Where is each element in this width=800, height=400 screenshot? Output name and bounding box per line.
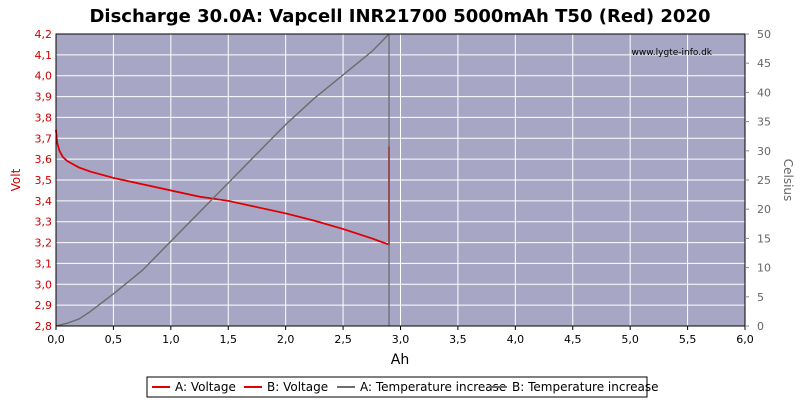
right-tick-label: 35 — [757, 116, 771, 129]
right-tick-label: 20 — [757, 203, 771, 216]
x-tick-label: 6,0 — [736, 333, 754, 346]
right-axis-ticks: 0 5 10 15 20 25 30 35 40 45 50 — [745, 28, 771, 333]
left-tick-label: 3,6 — [35, 153, 53, 166]
left-tick-label: 3,0 — [35, 278, 53, 291]
x-tick-label: 1,5 — [220, 333, 238, 346]
x-tick-label: 3,0 — [392, 333, 410, 346]
x-tick-label: 4,5 — [564, 333, 582, 346]
temperature-line — [55, 33, 390, 327]
legend-label: B: Temperature increase — [512, 380, 659, 394]
left-tick-label: 3,8 — [35, 111, 53, 124]
left-tick-label: 3,7 — [35, 132, 53, 145]
x-tick-label: 4,0 — [507, 333, 525, 346]
left-axis-label: Volt — [9, 168, 23, 191]
left-tick-label: 2,8 — [35, 320, 53, 333]
legend-label: A: Voltage — [175, 380, 236, 394]
left-tick-label: 4,1 — [35, 49, 53, 62]
right-tick-label: 40 — [757, 86, 771, 99]
legend-box — [146, 376, 648, 398]
series-layer — [55, 33, 390, 327]
right-tick-label: 45 — [757, 57, 771, 70]
chart-title: Discharge 30.0A: Vapcell INR21700 5000mA… — [89, 6, 710, 27]
legend-label: B: Voltage — [267, 380, 328, 394]
x-tick-label: 5,0 — [621, 333, 639, 346]
legend: A: Voltage B: Voltage A: Temperature incre… — [146, 376, 659, 398]
right-tick-label: 25 — [757, 174, 771, 187]
voltage-line — [55, 129, 390, 246]
left-tick-label: 3,5 — [35, 174, 53, 187]
left-axis-ticks: 2,8 2,9 3,0 3,1 3,2 3,3 3,4 3,5 3,6 3,7 3,8 3,9 4,0 4… — [35, 28, 53, 333]
right-tick-label: 5 — [757, 291, 764, 304]
right-axis-label: Celsius — [781, 159, 795, 202]
x-tick-label: 0,5 — [105, 333, 123, 346]
left-tick-label: 3,9 — [35, 91, 53, 104]
right-tick-label: 0 — [757, 320, 764, 333]
x-tick-label: 0,0 — [47, 333, 65, 346]
x-tick-label: 3,5 — [449, 333, 467, 346]
right-tick-label: 15 — [757, 232, 771, 245]
left-tick-label: 4,0 — [35, 70, 53, 83]
left-tick-label: 3,3 — [35, 216, 53, 229]
right-tick-label: 30 — [757, 145, 771, 158]
left-tick-label: 3,4 — [35, 195, 53, 208]
x-tick-label: 2,0 — [277, 333, 295, 346]
left-tick-label: 4,2 — [35, 28, 53, 41]
x-tick-label: 1,0 — [162, 333, 180, 346]
right-tick-label: 50 — [757, 28, 771, 41]
x-axis-ticks: 0,0 0,5 1,0 1,5 2,0 2,5 3,0 3,5 4,0 4,5 5,0 5,5 6,0 — [47, 326, 754, 346]
right-tick-label: 10 — [757, 262, 771, 275]
x-tick-label: 5,5 — [679, 333, 697, 346]
left-tick-label: 2,9 — [35, 299, 53, 312]
x-tick-label: 2,5 — [334, 333, 352, 346]
watermark-text: www.lygte-info.dk — [632, 48, 713, 58]
left-tick-label: 3,2 — [35, 237, 53, 250]
left-tick-label: 3,1 — [35, 257, 53, 270]
legend-label: A: Temperature increase — [360, 380, 506, 394]
x-axis-label: Ah — [391, 352, 409, 368]
